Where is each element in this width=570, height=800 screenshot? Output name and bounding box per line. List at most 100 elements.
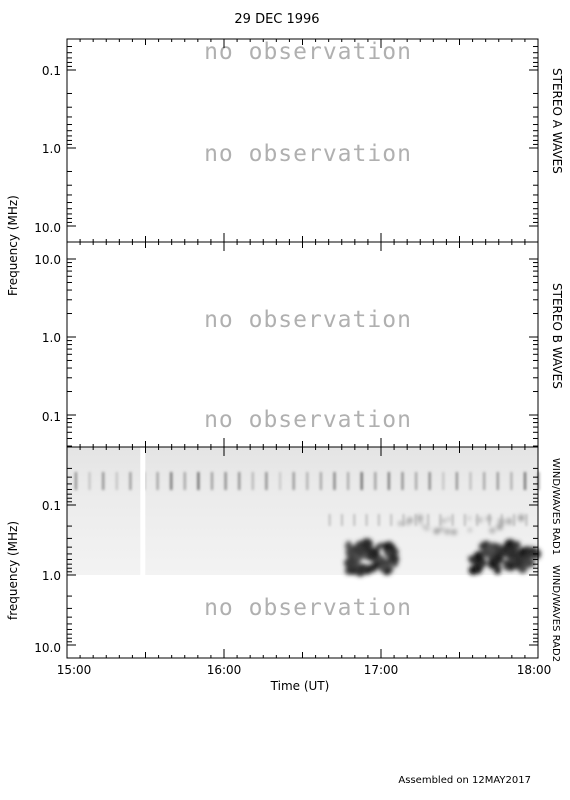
band-stripe bbox=[442, 472, 445, 490]
band-stripe bbox=[402, 514, 405, 526]
burst-blob bbox=[491, 542, 497, 548]
band-stripe bbox=[102, 472, 105, 490]
band-stripe bbox=[415, 472, 418, 490]
band-stripe bbox=[251, 472, 254, 490]
band-stripe bbox=[129, 472, 132, 490]
burst-blob bbox=[361, 538, 372, 550]
ytick-label: 0.1 bbox=[42, 499, 61, 513]
band-stripe bbox=[170, 472, 173, 490]
ytick-label: 10.0 bbox=[34, 641, 61, 655]
burst-blob bbox=[492, 553, 504, 565]
y-axis-label: frequency (MHz) bbox=[6, 521, 20, 620]
band-stripe bbox=[377, 514, 380, 526]
burst-blob bbox=[468, 528, 472, 532]
xtick-label: 17:00 bbox=[364, 663, 399, 677]
burst-blob bbox=[417, 518, 423, 524]
x-axis-label: Time (UT) bbox=[270, 679, 330, 693]
burst-blob bbox=[480, 541, 487, 549]
burst-blob bbox=[422, 524, 426, 528]
band-stripe bbox=[279, 472, 282, 490]
burst-blob bbox=[345, 547, 356, 559]
burst-blob bbox=[386, 560, 391, 565]
burst-blob bbox=[451, 529, 457, 536]
burst-blob bbox=[502, 519, 506, 524]
band-stripe bbox=[74, 472, 77, 490]
burst-blob bbox=[378, 564, 386, 572]
xtick-label: 15:00 bbox=[57, 663, 92, 677]
burst-blob bbox=[506, 561, 514, 569]
assembled-footer: Assembled on 12MAY2017 bbox=[398, 775, 531, 786]
panel-side-label: WIND/WAVES RAD2 bbox=[550, 565, 561, 662]
ytick-label: 1.0 bbox=[42, 569, 61, 583]
band-stripe bbox=[463, 514, 466, 526]
band-stripe bbox=[439, 514, 442, 526]
panel-side-label: STEREO B WAVES bbox=[550, 283, 564, 389]
burst-blob bbox=[476, 517, 483, 523]
band-stripe bbox=[390, 514, 393, 526]
panel-stereo-a: 0.1 1.0 10.0 no observation no observati… bbox=[34, 38, 564, 243]
burst-blob bbox=[513, 541, 521, 548]
band-stripe bbox=[365, 514, 368, 526]
ytick-label: 1.0 bbox=[42, 142, 61, 156]
spectrogram-image bbox=[67, 447, 542, 577]
burst-blob bbox=[467, 516, 471, 521]
band-stripe bbox=[401, 472, 404, 490]
band-stripe bbox=[525, 514, 528, 526]
band-stripe bbox=[360, 472, 363, 490]
data-gap bbox=[140, 447, 146, 575]
burst-blob bbox=[518, 514, 525, 522]
burst-blob bbox=[439, 526, 444, 532]
burst-blob bbox=[380, 559, 387, 565]
band-stripe bbox=[414, 514, 417, 526]
burst-blob bbox=[474, 566, 482, 574]
band-stripe bbox=[341, 514, 343, 526]
band-stripe bbox=[537, 472, 540, 490]
burst-blob bbox=[522, 557, 528, 562]
xtick-label: 16:00 bbox=[207, 663, 242, 677]
band-stripe bbox=[224, 472, 227, 490]
band-stripe bbox=[333, 472, 336, 490]
band-stripe bbox=[238, 472, 241, 490]
band-stripe bbox=[427, 514, 430, 526]
ytick-label: 10.0 bbox=[34, 221, 61, 235]
y-axis-label: Frequency (MHz) bbox=[6, 195, 20, 296]
band-stripe bbox=[183, 472, 186, 490]
band-stripe bbox=[374, 472, 377, 490]
burst-blob bbox=[405, 519, 411, 526]
ytick-label: 10.0 bbox=[34, 253, 61, 267]
burst-blob bbox=[513, 557, 524, 569]
band-stripe bbox=[523, 472, 527, 490]
band-stripe bbox=[197, 472, 200, 490]
ytick-label: 0.1 bbox=[42, 64, 61, 78]
burst-blob bbox=[441, 518, 446, 523]
band-stripe bbox=[451, 514, 454, 526]
status-text: no observation bbox=[204, 141, 412, 167]
status-text: no observation bbox=[204, 407, 412, 433]
band-stripe bbox=[428, 472, 431, 490]
burst-blob bbox=[366, 552, 375, 561]
band-stripe bbox=[510, 472, 513, 490]
burst-blob bbox=[399, 522, 403, 525]
burst-blob bbox=[388, 553, 398, 562]
burst-blob bbox=[375, 543, 381, 550]
burst-blob bbox=[345, 556, 357, 568]
burst-blob bbox=[486, 516, 492, 522]
band-stripe bbox=[210, 472, 214, 490]
band-stripe bbox=[387, 472, 390, 490]
burst-blob bbox=[481, 549, 490, 558]
figure-title: 29 DEC 1996 bbox=[234, 12, 319, 27]
burst-blob bbox=[357, 547, 366, 556]
band-stripe bbox=[265, 472, 268, 490]
band-stripe bbox=[292, 472, 295, 490]
ytick-label: 0.1 bbox=[42, 410, 61, 424]
burst-blob bbox=[529, 548, 535, 554]
status-text: no observation bbox=[204, 307, 412, 333]
status-text: no observation bbox=[204, 595, 412, 621]
burst-blob bbox=[497, 543, 503, 549]
burst-blob bbox=[424, 525, 430, 531]
ytick-label: 1.0 bbox=[42, 331, 61, 345]
band-stripe bbox=[115, 472, 118, 490]
panel-side-label: WIND/WAVES RAD1 bbox=[550, 458, 561, 555]
burst-blob bbox=[444, 528, 451, 535]
